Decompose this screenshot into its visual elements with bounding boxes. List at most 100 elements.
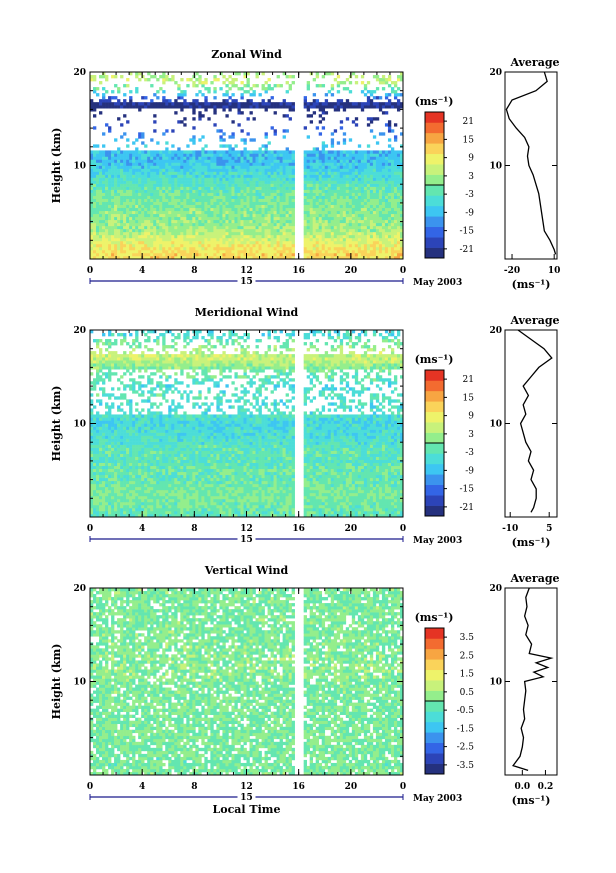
- panel-title: Zonal Wind: [211, 48, 282, 61]
- x-axis-label: Local Time: [213, 803, 281, 816]
- colorbar-tick-label: 15: [463, 135, 475, 145]
- x-tick-label: 16: [292, 782, 305, 792]
- profile-x-tick: -10: [502, 524, 518, 534]
- y-tick-label: 10: [73, 162, 86, 172]
- x-tick-label: 4: [139, 266, 145, 276]
- colorbar-tick-label: 15: [463, 393, 475, 403]
- x-tick-label: 0: [87, 266, 93, 276]
- colorbar-tick-label: 0.5: [460, 688, 475, 698]
- x-tick-label: 8: [191, 524, 197, 534]
- colorbar-tick-label: -21: [460, 245, 475, 255]
- colorbar-tick-label: -15: [460, 485, 475, 495]
- x-tick-label: 12: [240, 266, 253, 276]
- day-label: 15: [240, 277, 253, 287]
- profile-frame: [505, 588, 557, 775]
- x-tick-label: 16: [292, 266, 305, 276]
- y-tick-label: 20: [73, 68, 86, 78]
- colorbar: (ms⁻¹) 21 15 9 3 -3 -9 -15 -21: [415, 95, 475, 258]
- colorbar-tick-label: -3: [465, 448, 474, 458]
- profile-x-tick: 0.0: [514, 782, 530, 792]
- colorbar: (ms⁻¹) 3.5 2.5 1.5 0.5 -0.5 -1.5 -2.5 -3.5: [415, 611, 475, 774]
- panel-meridional: Meridional Wind 0 4 8 12 16 20 0 10 20 Height (km)…: [50, 306, 560, 549]
- colorbar-tick-label: 9: [468, 412, 474, 422]
- colorbar-tick-label: -3.5: [457, 761, 475, 771]
- y-tick-label: 20: [73, 584, 86, 594]
- x-tick-label: 20: [345, 266, 358, 276]
- y-axis-label: Height (km): [50, 644, 63, 720]
- colorbar-tick-label: -15: [460, 227, 475, 237]
- month-label: May 2003: [413, 278, 462, 288]
- colorbar-unit: (ms⁻¹): [415, 611, 454, 624]
- colorbar-unit: (ms⁻¹): [415, 353, 454, 366]
- profile-title: Average: [509, 56, 559, 69]
- profile-title: Average: [509, 572, 559, 585]
- profile-y-tick: 20: [489, 584, 502, 594]
- colorbar: (ms⁻¹) 21 15 9 3 -3 -9 -15 -21: [415, 353, 475, 516]
- profile-frame: [505, 330, 557, 517]
- profile-y-tick: 10: [489, 420, 502, 430]
- y-tick-label: 20: [73, 326, 86, 336]
- profile-x-tick: 5: [546, 524, 552, 534]
- average-profile: Average 10 20 -20 10 (ms⁻¹): [489, 56, 560, 291]
- x-tick-label: 0: [400, 782, 406, 792]
- y-tick-label: 10: [73, 420, 86, 430]
- colorbar-tick-label: -9: [465, 208, 474, 218]
- colorbar-tick-label: 3: [468, 430, 474, 440]
- y-axis-label: Height (km): [50, 386, 63, 462]
- profile-line: [518, 330, 552, 512]
- colorbar-tick-label: -2.5: [457, 743, 475, 753]
- colorbar-tick-label: 3.5: [460, 633, 475, 643]
- colorbar-tick-label: 1.5: [460, 670, 475, 680]
- x-tick-label: 12: [240, 524, 253, 534]
- colorbar-tick-label: -3: [465, 190, 474, 200]
- day-label: 15: [240, 793, 253, 803]
- profile-x-tick: 10: [548, 266, 561, 276]
- panel-title: Vertical Wind: [204, 564, 289, 577]
- profile-y-tick: 10: [489, 678, 502, 688]
- colorbar-tick-label: -9: [465, 466, 474, 476]
- x-tick-label: 0: [87, 524, 93, 534]
- colorbar-tick-label: -1.5: [457, 724, 475, 734]
- profile-y-tick: 10: [489, 162, 502, 172]
- x-tick-label: 4: [139, 782, 145, 792]
- panel-title: Meridional Wind: [195, 306, 299, 319]
- month-label: May 2003: [413, 536, 462, 546]
- profile-x-label: (ms⁻¹): [512, 278, 551, 291]
- x-tick-label: 16: [292, 524, 305, 534]
- x-tick-label: 8: [191, 782, 197, 792]
- x-tick-label: 12: [240, 782, 253, 792]
- panel-vertical: Vertical Wind 0 4 8 12 16 20 0 10 20 Height (km) 15…: [50, 564, 560, 807]
- colorbar-tick-label: -0.5: [457, 706, 475, 716]
- heatmap-field: [90, 588, 403, 775]
- profile-y-tick: 20: [489, 68, 502, 78]
- x-tick-label: 4: [139, 524, 145, 534]
- profile-line: [513, 588, 551, 770]
- day-label: 15: [240, 535, 253, 545]
- x-tick-label: 20: [345, 524, 358, 534]
- colorbar-tick-label: -21: [460, 503, 475, 513]
- colorbar-tick-label: 2.5: [460, 651, 475, 661]
- profile-x-tick: -20: [504, 266, 520, 276]
- colorbar-unit: (ms⁻¹): [415, 95, 454, 108]
- profile-x-label: (ms⁻¹): [512, 536, 551, 549]
- x-tick-label: 0: [400, 266, 406, 276]
- profile-line: [506, 72, 555, 254]
- colorbar-tick-label: 21: [463, 375, 474, 385]
- colorbar-tick-label: 3: [468, 172, 474, 182]
- colorbar-tick-label: 9: [468, 154, 474, 164]
- heatmap-field: [90, 72, 403, 259]
- colorbar-tick-label: 21: [463, 117, 474, 127]
- profile-y-tick: 20: [489, 326, 502, 336]
- x-tick-label: 20: [345, 782, 358, 792]
- x-tick-label: 0: [400, 524, 406, 534]
- y-axis-label: Height (km): [50, 128, 63, 204]
- x-tick-label: 0: [87, 782, 93, 792]
- heatmap-field: [90, 330, 403, 517]
- y-tick-label: 10: [73, 678, 86, 688]
- month-label: May 2003: [413, 794, 462, 804]
- profile-x-tick: 0.2: [538, 782, 554, 792]
- profile-x-label: (ms⁻¹): [512, 794, 551, 807]
